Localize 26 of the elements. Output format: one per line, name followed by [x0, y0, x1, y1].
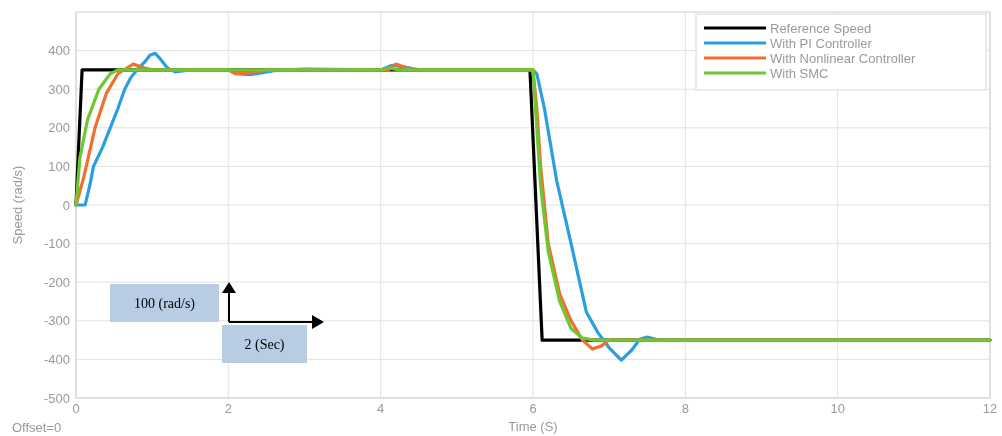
y-tick-label: -200 — [43, 274, 70, 290]
y-tick-label: 300 — [48, 81, 70, 97]
x-tick-label: 10 — [830, 401, 845, 416]
x-axis-title: Time (S) — [508, 419, 558, 434]
y-tick-label: 200 — [48, 120, 70, 136]
legend-label: With SMC — [770, 65, 829, 81]
y-tick-label: 0 — [62, 197, 70, 213]
legend-label: With PI Controller — [770, 35, 873, 51]
x-tick-label: 6 — [529, 401, 537, 416]
y-tick-label: 400 — [48, 43, 70, 59]
x-tick-label: 0 — [72, 401, 80, 416]
legend-label: Reference Speed — [770, 20, 872, 36]
y-tick-label: -400 — [43, 351, 70, 367]
text: Offset=0 — [12, 420, 62, 435]
y-tick-label: -100 — [43, 236, 70, 252]
x-tick-label: 4 — [377, 401, 385, 416]
annotation: 2 (Sec) — [244, 337, 285, 353]
y-tick-label: -500 — [43, 390, 70, 406]
x-tick-label: 2 — [224, 401, 232, 416]
x-tick-label: 12 — [982, 401, 998, 416]
annotation: 100 (rad/s) — [133, 296, 196, 312]
y-tick-label: 100 — [48, 158, 70, 174]
legend-label: With Nonlinear Controller — [770, 50, 916, 66]
y-axis-title: Speed (rad/s) — [10, 165, 25, 245]
y-tick-label: -300 — [43, 313, 70, 329]
x-tick-label: 8 — [681, 401, 689, 416]
